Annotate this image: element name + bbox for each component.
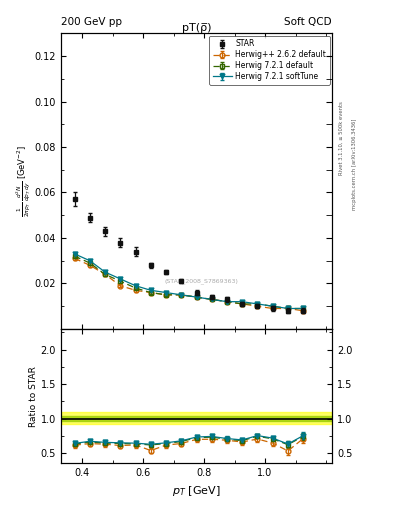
Text: (STAR_2008_S7869363): (STAR_2008_S7869363) <box>165 279 239 285</box>
Bar <box>61 412 332 424</box>
Title: pT(ρ̅): pT(ρ̅) <box>182 23 211 32</box>
Text: mcplots.cern.ch [arXiv:1306.3436]: mcplots.cern.ch [arXiv:1306.3436] <box>352 118 357 209</box>
Bar <box>61 416 332 421</box>
Y-axis label: Ratio to STAR: Ratio to STAR <box>29 366 38 426</box>
Legend: STAR, Herwig++ 2.6.2 default, Herwig 7.2.1 default, Herwig 7.2.1 softTune: STAR, Herwig++ 2.6.2 default, Herwig 7.2… <box>209 35 330 85</box>
Y-axis label: $\frac{1}{2\pi p_T}\,\frac{d^2N}{dp_T\,dy}$ [GeV$^{-2}$]: $\frac{1}{2\pi p_T}\,\frac{d^2N}{dp_T\,d… <box>15 145 33 217</box>
Text: Rivet 3.1.10, ≥ 500k events: Rivet 3.1.10, ≥ 500k events <box>339 101 344 175</box>
Text: 200 GeV pp: 200 GeV pp <box>61 16 122 27</box>
X-axis label: $p_T$ [GeV]: $p_T$ [GeV] <box>172 484 221 498</box>
Text: Soft QCD: Soft QCD <box>285 16 332 27</box>
